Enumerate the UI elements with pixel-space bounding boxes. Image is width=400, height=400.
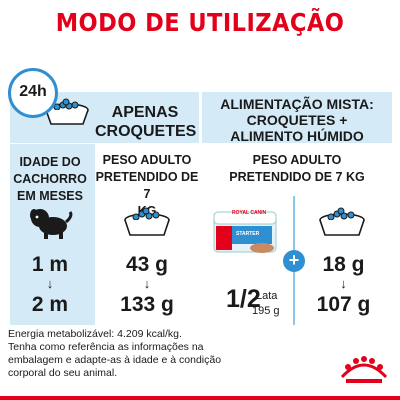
age-header-line-3: EM MESES	[17, 189, 83, 203]
puppy-icon	[30, 209, 73, 239]
can-brand: ROYAL CANIN	[232, 210, 267, 216]
wet-food-can-icon	[213, 211, 277, 253]
apenas-header-line-2: CROQUETES	[95, 123, 197, 140]
kibble-bowl-icon	[124, 207, 170, 236]
arrow-down-icon: ↓	[46, 276, 54, 291]
mista-header-line-3: ALIMENTO HÚMIDO	[230, 128, 364, 144]
clock-label: 24h	[19, 83, 47, 100]
mista-header-line-1: ALIMENTAÇÃO MISTA:	[220, 96, 374, 112]
age-row-1: 1 m	[31, 253, 69, 276]
plus-icon: +	[283, 250, 305, 272]
arrow-down-icon: ↓	[340, 276, 347, 291]
arrow-down-icon: ↓	[143, 276, 151, 291]
apenas-header-line-1: APENAS	[111, 104, 179, 121]
dry-mixed-row-1: 18 g	[322, 253, 365, 276]
note-line-2: Tenha como referência as informações na	[8, 341, 204, 353]
note-line-3: embalagem e adapte-as à idade e à condiç…	[8, 354, 222, 366]
note-line-1: Energia metabolizável: 4.209 kcal/kg.	[8, 328, 182, 340]
bottom-bar	[0, 396, 400, 400]
kibble-bowl-icon	[45, 98, 89, 125]
weight-header-right: PESO ADULTO PRETENDIDO DE 7 KG	[202, 152, 392, 186]
dry-only-row-1: 43 g	[125, 253, 169, 276]
age-row-2: 2 m	[31, 293, 69, 316]
dry-only-row-2: 133 g	[120, 293, 174, 316]
age-header-line-1: IDADE DO	[19, 155, 81, 169]
dry-mixed-row-2: 107 g	[316, 293, 371, 316]
weight-right-line-2: PRETENDIDO DE 7 KG	[229, 170, 365, 184]
mista-header: ALIMENTAÇÃO MISTA: CROQUETES + ALIMENTO …	[202, 96, 392, 144]
wet-fraction: 1/2	[226, 285, 261, 313]
royal-canin-logo	[340, 356, 388, 383]
page-title: MODO DE UTILIZAÇÃO	[55, 8, 345, 37]
clock-icon: 24h	[8, 68, 58, 118]
kibble-bowl-icon	[319, 207, 365, 236]
feeding-note: Energia metabolizável: 4.209 kcal/kg. Te…	[8, 328, 308, 380]
age-header-line-2: CACHORRO	[13, 172, 87, 186]
apenas-header: APENAS CROQUETES	[95, 103, 197, 141]
note-line-4: corporal do seu animal.	[8, 367, 118, 379]
weight-left-line-1: PESO ADULTO	[102, 153, 192, 167]
wet-unit: Lata	[256, 290, 278, 302]
weight-right-line-1: PESO ADULTO	[252, 153, 342, 167]
wet-weight: 195 g	[252, 305, 280, 317]
weight-left-line-2: PRETENDIDO DE 7	[95, 170, 199, 201]
weight-header-left: PESO ADULTO PRETENDIDO DE 7 KG	[95, 152, 199, 220]
mista-header-line-2: CROQUETES +	[246, 112, 348, 128]
can-product: STARTER	[236, 231, 260, 237]
age-header: IDADE DO CACHORRO EM MESES	[10, 154, 90, 205]
